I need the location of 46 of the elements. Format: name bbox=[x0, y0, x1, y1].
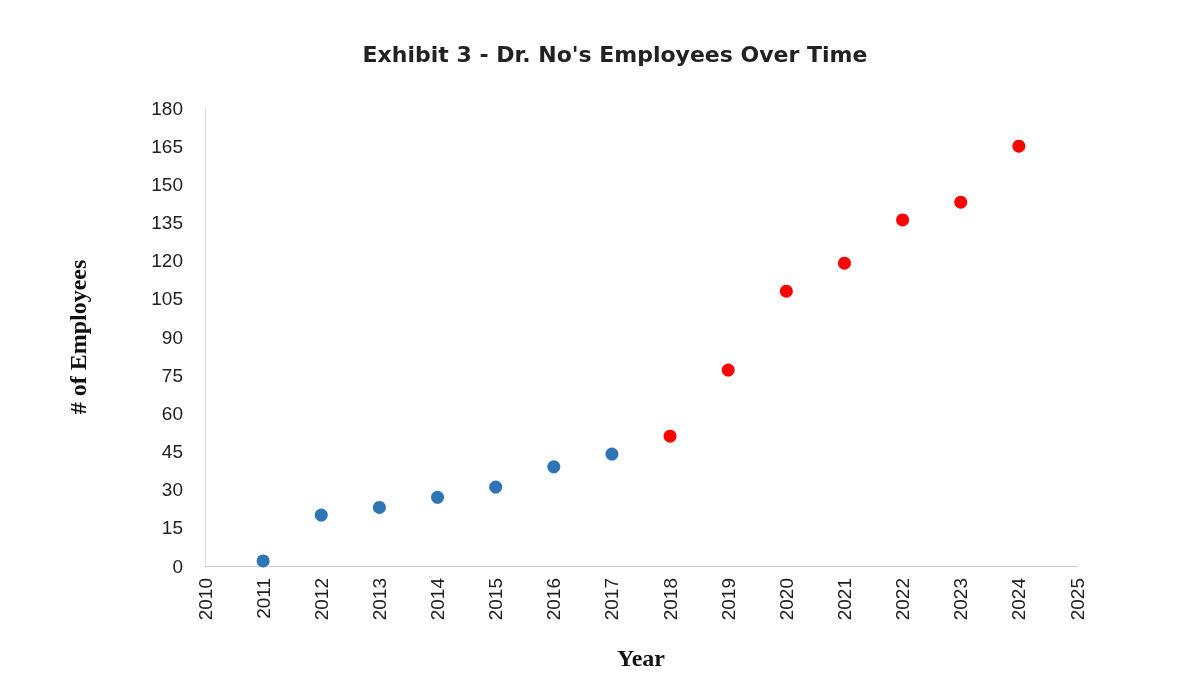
x-tick-label: 2014 bbox=[427, 577, 449, 621]
x-tick-label: 2017 bbox=[601, 578, 623, 621]
point bbox=[547, 460, 561, 474]
point bbox=[372, 500, 386, 514]
point bbox=[896, 213, 910, 227]
x-tick-label: 2023 bbox=[950, 578, 972, 621]
point bbox=[431, 490, 445, 504]
y-tick-label: 30 bbox=[161, 479, 183, 501]
point bbox=[256, 554, 270, 568]
point bbox=[779, 284, 793, 298]
point bbox=[721, 363, 735, 377]
x-tick-label: 2010 bbox=[194, 578, 216, 621]
y-axis-title: # of Employees bbox=[65, 259, 91, 415]
point bbox=[314, 508, 328, 522]
y-tick-label: 90 bbox=[161, 326, 183, 348]
x-tick-label: 2021 bbox=[833, 578, 855, 621]
x-tick-label: 2024 bbox=[1008, 577, 1030, 621]
x-tick-label: 2011 bbox=[252, 578, 274, 619]
y-tick-label: 45 bbox=[161, 441, 183, 462]
x-tick-label: 2016 bbox=[543, 578, 565, 621]
y-tick-label: 135 bbox=[151, 212, 183, 233]
x-tick-label: 2018 bbox=[659, 578, 681, 621]
chart-title: Exhibit 3 - Dr. No's Employees Over Time bbox=[362, 41, 868, 67]
x-tick-label: 2015 bbox=[485, 578, 507, 621]
x-tick-label: 2025 bbox=[1066, 578, 1088, 621]
y-tick-label: 60 bbox=[161, 402, 183, 424]
point bbox=[1012, 139, 1026, 153]
point bbox=[489, 480, 503, 494]
point bbox=[663, 429, 677, 443]
point bbox=[954, 195, 968, 209]
x-tick-label: 2019 bbox=[717, 578, 739, 621]
x-tick-label: 2020 bbox=[775, 578, 797, 621]
x-tick-label: 2012 bbox=[310, 578, 332, 621]
y-tick-label: 180 bbox=[151, 97, 183, 119]
y-tick-label: 0 bbox=[172, 555, 183, 577]
x-tick-label: 2013 bbox=[368, 578, 390, 621]
x-axis-title: Year bbox=[617, 645, 666, 671]
y-tick-label: 165 bbox=[151, 135, 183, 157]
y-tick-label: 105 bbox=[151, 288, 183, 310]
x-tick-label: 2022 bbox=[892, 578, 914, 621]
y-tick-label: 150 bbox=[151, 173, 183, 195]
y-tick-label: 15 bbox=[161, 517, 183, 539]
y-tick-label: 75 bbox=[161, 364, 183, 386]
point bbox=[837, 256, 851, 270]
y-tick-label: 120 bbox=[151, 250, 183, 272]
point bbox=[605, 447, 619, 461]
